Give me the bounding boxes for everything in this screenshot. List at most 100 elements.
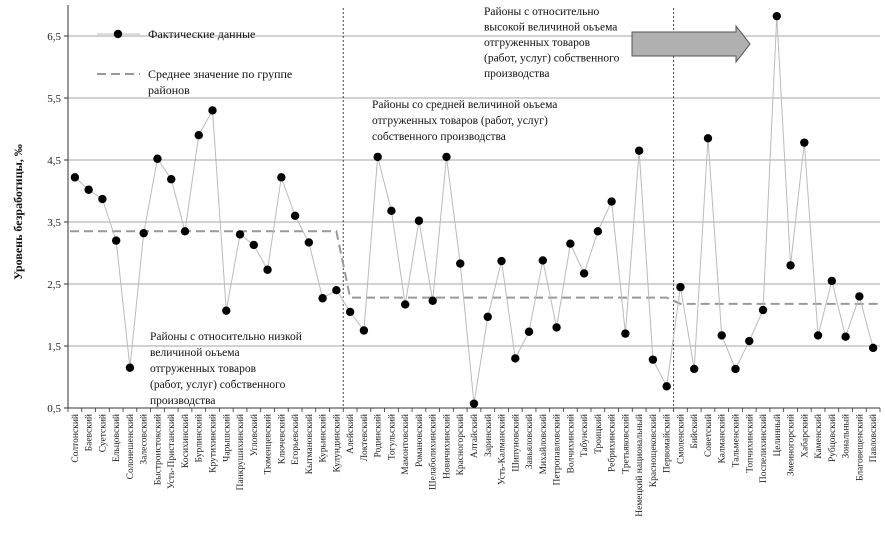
x-tick-label: Алейский xyxy=(345,414,356,454)
data-point xyxy=(180,227,190,236)
annotation-line: высокой величиной оьъема xyxy=(484,22,617,34)
y-tick-label: 3,5 xyxy=(47,217,61,229)
data-point xyxy=(277,173,286,182)
x-tick-label: Троицкий xyxy=(593,414,604,454)
x-tick-label: Ельцовский xyxy=(111,414,122,462)
annotation-line: производства xyxy=(484,68,550,80)
y-axis-label: Уровень безработицы, ‰ xyxy=(11,144,25,280)
data-point xyxy=(566,239,575,248)
y-tick-label: 5,5 xyxy=(47,93,61,105)
data-point xyxy=(483,312,492,322)
data-point xyxy=(387,206,396,216)
legend-mean-label: Среднее значение по группе xyxy=(148,67,292,81)
data-point xyxy=(332,286,341,295)
group-arrow xyxy=(631,24,751,64)
data-point xyxy=(414,216,424,225)
x-tick-label: Советский xyxy=(703,414,714,457)
x-tick-label: Чарышский xyxy=(221,414,232,462)
data-point xyxy=(717,331,726,340)
x-tick-label: Суетский xyxy=(97,414,108,452)
data-point xyxy=(235,230,245,239)
legend-mean-label-2: районов xyxy=(148,83,190,97)
data-point xyxy=(263,265,272,274)
group-dividers xyxy=(342,8,675,408)
annotation-line: отгруженных товаров xyxy=(150,363,257,375)
annotation-line: (работ, услуг) собственного xyxy=(484,53,620,65)
data-point xyxy=(98,194,107,204)
data-point xyxy=(428,296,437,305)
x-tick-label: Курьинский xyxy=(318,414,329,463)
x-tick-label: Каменский xyxy=(813,414,824,459)
data-point xyxy=(139,228,148,238)
data-point xyxy=(304,238,314,247)
data-point xyxy=(676,282,685,292)
annotation-line: отгруженных товаров xyxy=(484,37,591,49)
data-point xyxy=(511,354,520,363)
x-tick-label: Хабарский xyxy=(799,414,810,458)
data-point xyxy=(345,307,355,317)
x-tick-label: Табунский xyxy=(579,414,590,457)
x-tick-label: Родинский xyxy=(373,414,384,458)
data-point xyxy=(827,276,837,286)
y-tick-label: 4,5 xyxy=(47,155,61,167)
legend: Фактические данные Среднее значение по гр… xyxy=(97,27,292,97)
data-point xyxy=(786,261,795,270)
x-tick-label: Солонешенский xyxy=(125,414,136,479)
x-tick-label: Заринский xyxy=(483,414,494,457)
x-tick-label: Залесовский xyxy=(139,414,150,465)
axes: 0,5 1,5 2,5 3,5 4,5 5,5 6,5 xyxy=(47,5,881,415)
data-point xyxy=(593,227,603,236)
data-point xyxy=(841,332,850,341)
x-tick-label: Егорьевский xyxy=(290,414,301,465)
y-tick-label: 2,5 xyxy=(47,279,61,291)
data-point xyxy=(745,336,754,346)
data-point xyxy=(125,363,135,372)
data-point xyxy=(208,106,217,115)
data-point xyxy=(70,173,80,182)
data-point xyxy=(153,154,162,163)
annotation-line: отгруженных товаров (работ, услуг) xyxy=(372,115,548,127)
data-point xyxy=(800,138,809,147)
data-point xyxy=(731,364,740,374)
x-tick-label: Завьяловский xyxy=(524,414,535,469)
data-point xyxy=(690,364,699,374)
data-point xyxy=(249,240,258,250)
data-point xyxy=(400,300,410,309)
x-tick-label: Поспелихинский xyxy=(758,414,769,483)
x-tick-label: Панкрушихинский xyxy=(235,414,246,490)
x-tick-label: Угловский xyxy=(249,414,260,456)
data-point xyxy=(456,259,465,268)
x-tick-label: Калманский xyxy=(717,414,728,464)
annotation-line: собственного производства xyxy=(372,131,506,143)
data-point xyxy=(373,152,382,162)
x-tick-label: Краснощековский xyxy=(648,414,659,487)
data-point xyxy=(621,329,630,338)
data-point xyxy=(111,236,121,245)
annotation-line: (работ, услуг) собственного xyxy=(150,379,286,391)
data-point xyxy=(772,11,781,21)
data-point xyxy=(552,323,561,332)
x-tick-label: Солтонский xyxy=(70,414,81,463)
x-tick-label: Крутихинский xyxy=(208,414,219,473)
x-tick-label: Топчихинский xyxy=(744,414,755,473)
data-point xyxy=(813,331,823,340)
x-tick-label: Баевский xyxy=(84,414,95,451)
x-tick-label: Шелаболихинский xyxy=(428,414,439,490)
data-point xyxy=(758,305,768,315)
x-tick-label: Косихинский xyxy=(180,414,191,468)
data-point xyxy=(607,197,616,206)
data-point xyxy=(868,343,878,353)
annotation-line: Районы с относительно xyxy=(484,6,599,18)
data-point xyxy=(579,269,589,278)
x-tick-label: Змеиногорский xyxy=(786,414,797,476)
x-tick-label: Первомайский xyxy=(662,414,673,473)
data-point xyxy=(648,355,658,364)
x-tick-label: Алтайский xyxy=(469,414,480,458)
annotation-line: Районы с относительно низкой xyxy=(150,331,302,343)
x-tick-label: Тюменцевский xyxy=(263,414,274,474)
data-point xyxy=(662,382,671,391)
annotation-line: Районы со средней величиной оьъема xyxy=(372,99,557,111)
data-point xyxy=(497,256,506,266)
data-point xyxy=(359,326,369,335)
